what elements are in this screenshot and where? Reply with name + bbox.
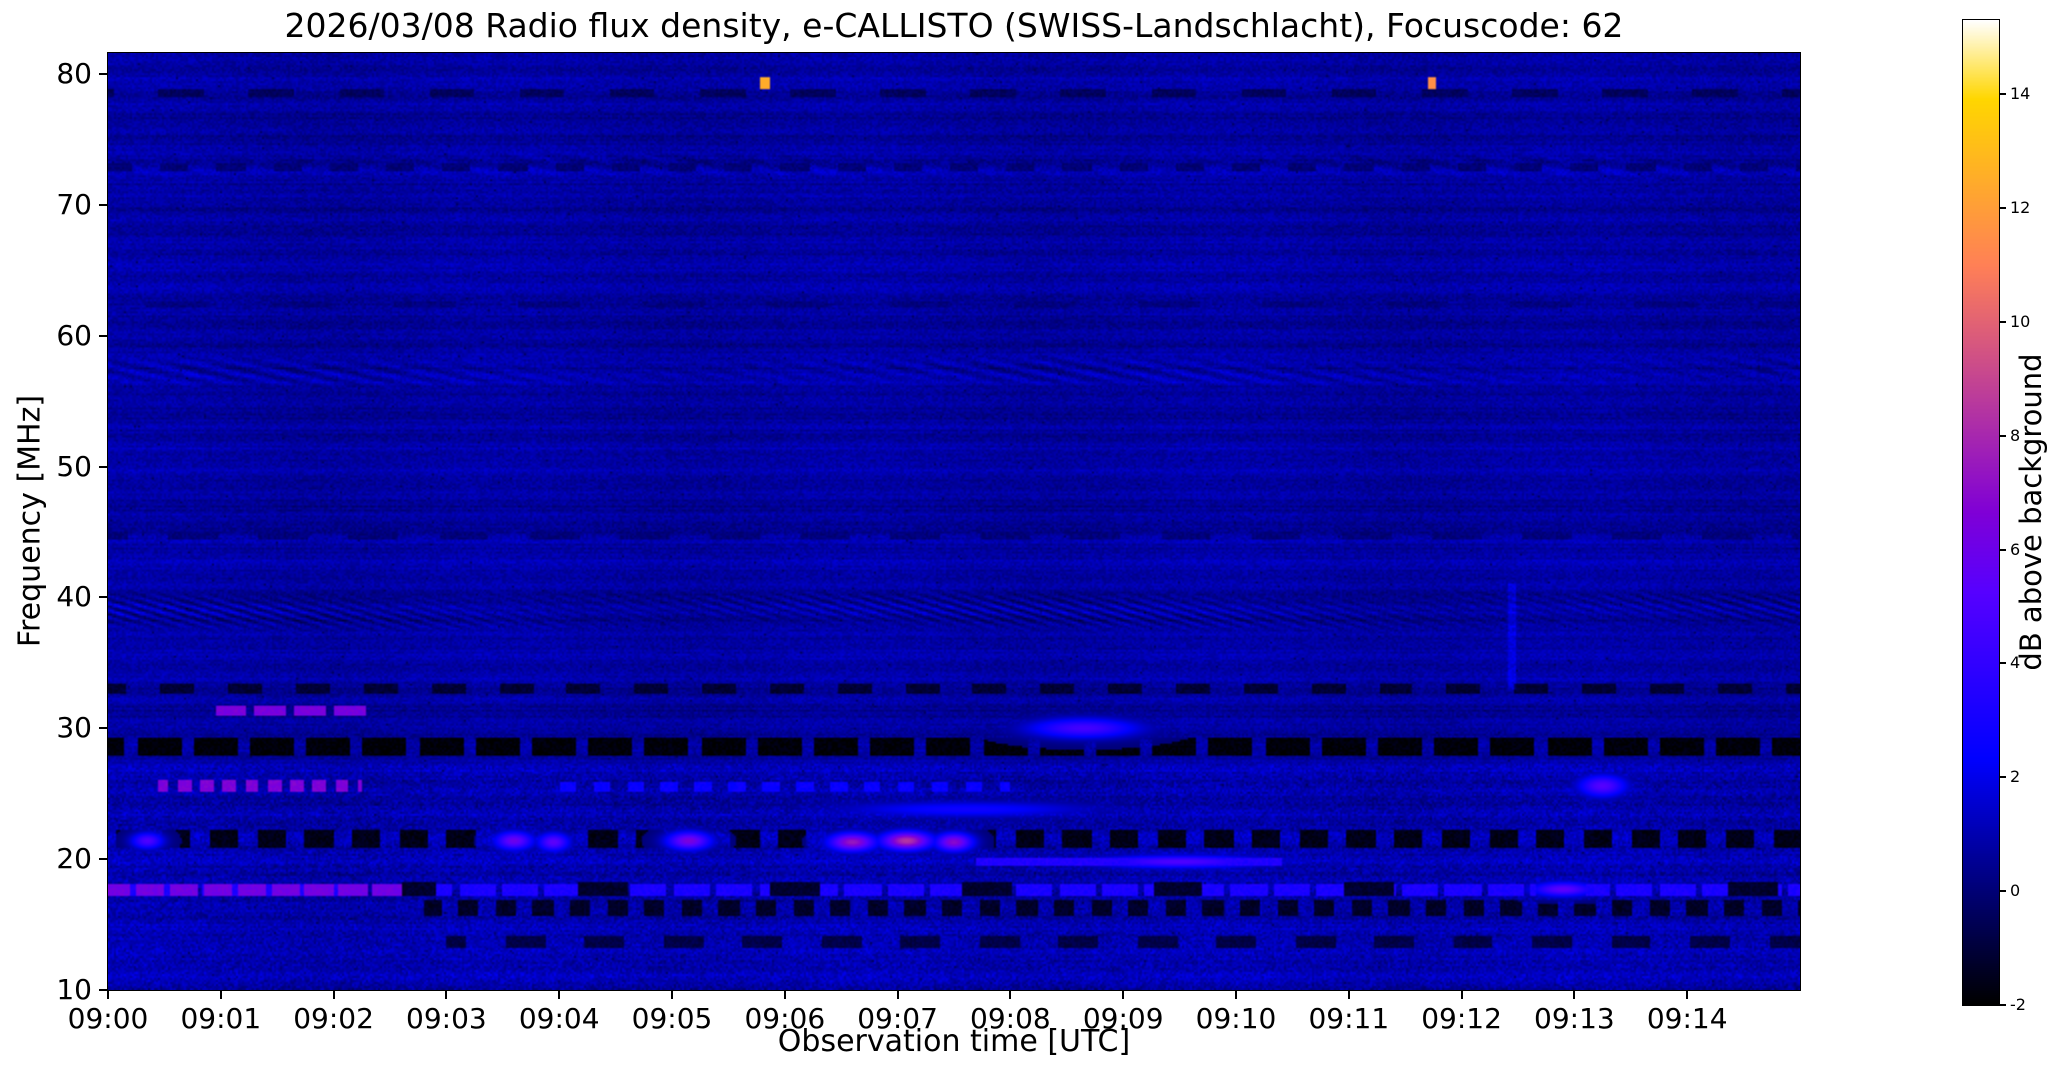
chart-title: 2026/03/08 Radio flux density, e-CALLIST… [284, 6, 1624, 45]
colorbar-tick-mark [1999, 548, 2006, 551]
colorbar-tick-label: 6 [2010, 539, 2021, 559]
colorbar-tick-label: 4 [2010, 653, 2021, 673]
x-tick-mark [445, 990, 448, 999]
colorbar-tick-mark [1999, 1004, 2006, 1006]
x-tick-label: 09:12 [1421, 1002, 1502, 1035]
y-tick-mark [99, 72, 108, 75]
x-tick-mark [1235, 990, 1237, 999]
colorbar-tick-mark [1999, 93, 2006, 96]
x-tick-mark [107, 990, 109, 999]
x-tick-mark [1009, 990, 1012, 999]
y-tick-label: 70 [56, 187, 92, 221]
y-tick-label: 10 [56, 973, 92, 1006]
x-tick-mark [1686, 990, 1689, 999]
colorbar-label: dB above background [2014, 353, 2047, 671]
colorbar-tick-mark [1999, 434, 2006, 437]
x-tick-label: 09:04 [518, 1002, 600, 1035]
colorbar-tick-label: -2 [2010, 995, 2026, 1014]
y-tick-label: 40 [56, 580, 92, 614]
colorbar-tick-mark [1999, 662, 2006, 665]
x-tick-mark [219, 990, 222, 999]
x-tick-label: 09:10 [1195, 1002, 1277, 1035]
colorbar-tick-mark [1999, 320, 2006, 323]
x-tick-mark [671, 990, 673, 999]
x-tick-label: 09:01 [180, 1002, 262, 1035]
x-tick-mark [1573, 990, 1576, 999]
x-tick-mark [896, 990, 899, 999]
x-tick-label: 09:14 [1646, 1002, 1728, 1035]
x-tick-label: 09:05 [631, 1002, 713, 1035]
colorbar-tick-label: 0 [2010, 881, 2021, 901]
y-tick-label: 30 [56, 711, 92, 745]
colorbar-tick-label: 2 [2010, 767, 2021, 787]
y-tick-mark [99, 858, 108, 861]
x-tick-mark [1347, 990, 1350, 999]
x-tick-label: 09:03 [406, 1002, 487, 1035]
x-tick-label: 09:08 [970, 1002, 1051, 1035]
colorbar-tick-label: 14 [2010, 84, 2031, 104]
x-axis-label: Observation time [UTC] [777, 1024, 1131, 1059]
x-tick-label: 09:06 [744, 1002, 826, 1035]
spectrogram-canvas [107, 52, 1801, 991]
y-tick-label: 80 [56, 56, 92, 90]
x-tick-mark [558, 990, 561, 999]
colorbar-tick-label: 10 [2010, 311, 2031, 331]
colorbar-canvas [1962, 19, 2000, 1006]
y-tick-mark [99, 596, 108, 599]
x-tick-label: 09:07 [857, 1002, 938, 1035]
colorbar-tick-label: 12 [2010, 197, 2031, 217]
x-tick-mark [783, 990, 786, 999]
x-tick-mark [332, 990, 335, 999]
y-tick-label: 20 [56, 842, 92, 876]
y-tick-label: 60 [56, 318, 92, 352]
colorbar-tick-mark [1999, 776, 2006, 779]
x-tick-label: 09:09 [1082, 1002, 1164, 1035]
x-tick-label: 09:11 [1308, 1002, 1390, 1035]
y-tick-label: 50 [56, 449, 92, 483]
colorbar-tick-mark [1999, 890, 2006, 893]
x-tick-label: 09:13 [1534, 1002, 1615, 1035]
y-tick-mark [99, 465, 108, 468]
y-tick-mark [99, 989, 108, 991]
x-tick-label: 09:02 [293, 1002, 374, 1035]
y-tick-mark [99, 727, 108, 730]
y-tick-mark [99, 334, 108, 337]
x-tick-label: 09:00 [67, 1002, 149, 1035]
x-tick-mark [1460, 990, 1463, 999]
x-tick-mark [1122, 990, 1125, 999]
y-tick-mark [99, 203, 108, 206]
colorbar-tick-mark [1999, 206, 2006, 209]
colorbar-tick-label: 8 [2010, 425, 2021, 445]
